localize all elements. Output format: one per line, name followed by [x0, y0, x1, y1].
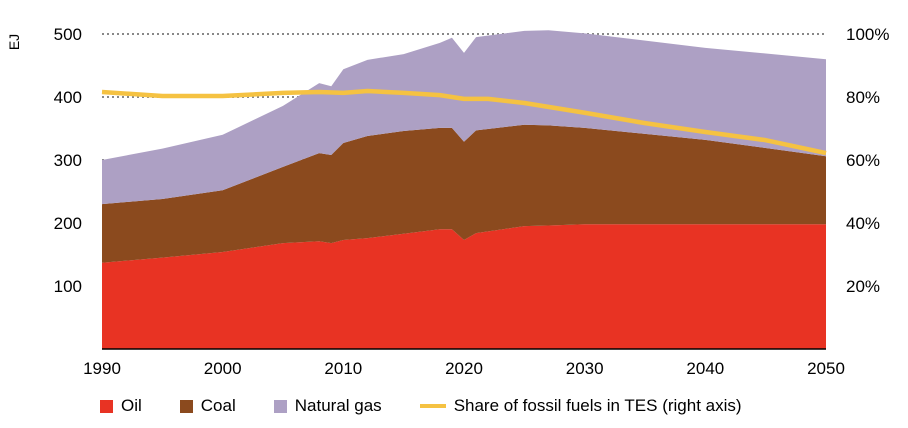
- area-natural-gas: [102, 30, 826, 205]
- fossil-fuel-chart: 100 200 300 400 500 20% 40% 60% 80% 100% 1990 2000 2…: [6, 25, 889, 378]
- legend-item-oil: Oil: [100, 396, 142, 416]
- legend-label: Share of fossil fuels in TES (right axis…: [453, 396, 742, 415]
- legend: Oil Coal Natural gas Share of fossil fue…: [100, 396, 780, 416]
- y-tick-label: 400: [54, 88, 82, 107]
- legend-item-coal: Coal: [179, 396, 236, 416]
- legend-label: Natural gas: [294, 396, 382, 415]
- x-tick-label: 1990: [83, 359, 121, 378]
- y-tick-label: 500: [54, 25, 82, 44]
- y-axis-label: EJ: [6, 34, 22, 50]
- y-tick-label: 100: [54, 277, 82, 296]
- y2-tick-label: 100%: [846, 25, 889, 44]
- share-line: [101, 88, 827, 156]
- legend-label: Coal: [200, 396, 236, 415]
- legend-label: Oil: [121, 396, 142, 415]
- legend-item-gas: Natural gas: [273, 396, 382, 416]
- y2-tick-label: 80%: [846, 88, 880, 107]
- share-line-swatch: [419, 404, 446, 408]
- coal-swatch: [179, 399, 193, 413]
- x-tick-label: 2000: [204, 359, 242, 378]
- x-tick-label: 2050: [807, 359, 845, 378]
- legend-item-share: Share of fossil fuels in TES (right axis…: [419, 396, 742, 416]
- x-tick-label: 2040: [686, 359, 724, 378]
- y2-tick-label: 40%: [846, 214, 880, 233]
- x-tick-label: 2030: [566, 359, 604, 378]
- area-coal: [102, 124, 826, 263]
- x-tick-label: 2020: [445, 359, 483, 378]
- y2-tick-label: 60%: [846, 151, 880, 170]
- oil-swatch: [100, 399, 113, 413]
- y2-tick-label: 20%: [846, 277, 880, 296]
- gas-swatch: [273, 399, 287, 413]
- x-tick-label: 2010: [324, 359, 362, 378]
- y-tick-label: 300: [54, 151, 82, 170]
- area-oil: [102, 224, 826, 349]
- y-tick-label: 200: [54, 214, 82, 233]
